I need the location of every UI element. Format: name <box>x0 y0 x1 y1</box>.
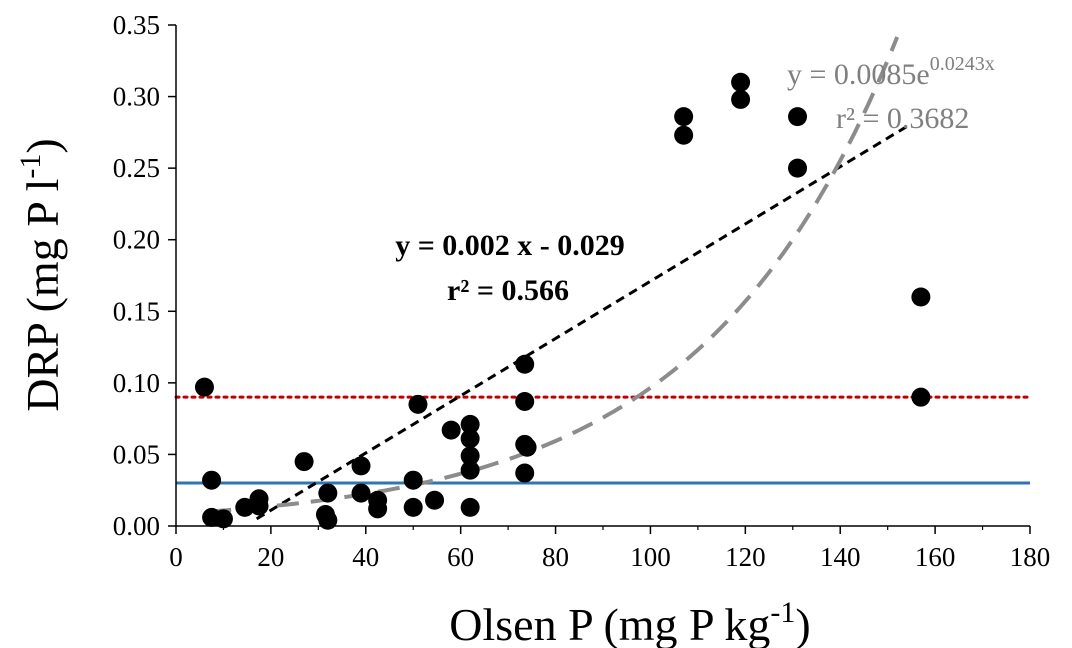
data-point <box>674 107 694 127</box>
reference-lines <box>174 395 1032 485</box>
data-point <box>351 483 371 503</box>
y-tick-label: 0.30 <box>113 82 160 112</box>
x-tick-label: 160 <box>915 542 956 572</box>
y-tick-label: 0.05 <box>113 439 160 469</box>
linear-trendline <box>255 125 908 521</box>
data-point <box>318 510 338 530</box>
data-point <box>294 452 314 472</box>
data-point <box>460 497 480 517</box>
data-point <box>213 509 233 529</box>
data-point <box>460 429 480 449</box>
data-point <box>515 391 535 411</box>
data-point <box>788 107 808 127</box>
data-point <box>351 456 371 476</box>
y-axis-title: DRP (mg P l-1) <box>14 138 68 411</box>
x-tick-label: 0 <box>169 542 183 572</box>
x-tick-label: 140 <box>820 542 861 572</box>
linear-equation-label: y = 0.002 x - 0.029 <box>395 229 625 262</box>
x-tick-label: 80 <box>542 542 569 572</box>
y-tick-label: 0.35 <box>113 10 160 40</box>
y-tick-label: 0.10 <box>113 368 160 398</box>
x-tick-label: 20 <box>257 542 284 572</box>
y-tick-label: 0.00 <box>113 511 160 541</box>
data-point <box>441 420 461 440</box>
x-tick-label: 180 <box>1010 542 1051 572</box>
linear-r2-label: r² = 0.566 <box>447 274 569 307</box>
data-point <box>194 377 214 397</box>
y-tick-label: 0.15 <box>113 296 160 326</box>
data-point <box>403 470 423 490</box>
data-point <box>408 394 428 414</box>
x-axis-title: Olsen P (mg P kg-1) <box>449 596 811 648</box>
ticks: 0 20 40 60 80 100 120 140 160 180 0.00 0.05 0.10 0.15… <box>113 10 1051 572</box>
y-tick-label: 0.25 <box>113 153 160 183</box>
data-point <box>517 437 537 457</box>
data-point <box>515 354 535 374</box>
data-point <box>731 72 751 92</box>
data-point <box>911 287 931 307</box>
data-point <box>911 387 931 407</box>
data-point <box>249 496 269 516</box>
exp-r2-label: r² = 0.3682 <box>836 102 969 135</box>
data-point <box>235 497 255 517</box>
data-point <box>515 463 535 483</box>
x-tick-label: 60 <box>447 542 474 572</box>
data-point <box>731 89 751 109</box>
data-point <box>460 460 480 480</box>
y-tick-label: 0.20 <box>113 225 160 255</box>
data-point <box>460 446 480 466</box>
data-points <box>194 72 931 530</box>
x-tick-label: 40 <box>352 542 379 572</box>
data-point <box>202 470 222 490</box>
data-point <box>318 483 338 503</box>
data-point <box>403 497 423 517</box>
data-point <box>674 125 694 145</box>
axes <box>175 25 1030 527</box>
x-tick-label: 100 <box>630 542 671 572</box>
x-tick-label: 120 <box>725 542 766 572</box>
data-point <box>460 414 480 434</box>
data-point <box>368 499 388 519</box>
data-point <box>425 490 445 510</box>
exp-equation-label: y = 0.0085e0.0243x <box>787 53 995 91</box>
data-point <box>788 158 808 178</box>
